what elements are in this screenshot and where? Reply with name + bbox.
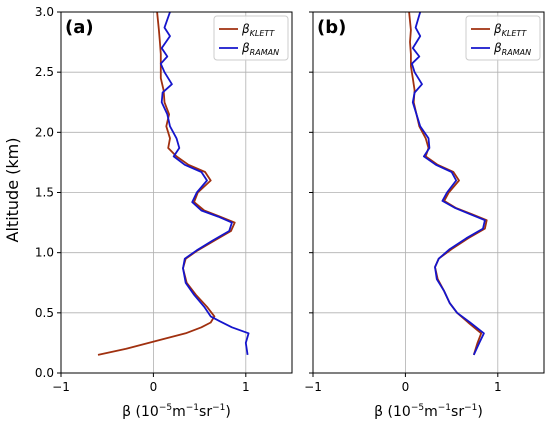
x-tick-label: −1 (304, 380, 322, 394)
legend-entry: βKLETT (493, 22, 527, 38)
legend-box (213, 15, 289, 61)
x-axis-label-text: β (10 (122, 404, 159, 420)
x-axis-label: β (10−5m−1sr−1) (374, 403, 483, 420)
chart-panel: −1 0 10.00.51.01.52.02.53.0(a)β (10−5m−1sr… (35, 5, 293, 420)
x-axis-label-superscript: −1 (212, 403, 225, 413)
x-axis-label-superscript: −1 (464, 403, 477, 413)
legend-entry: βRAMAN (493, 41, 531, 57)
shared-y-axis-label: Altitude (km) (3, 138, 22, 243)
series-line (408, 11, 488, 356)
series-line (159, 11, 250, 356)
x-axis-label-superscript: −5 (411, 403, 424, 413)
legend-symbol: β (241, 41, 250, 55)
legend-subscript: RAMAN (502, 48, 531, 57)
legend-symbol: β (241, 22, 250, 36)
legend-subscript: KLETT (250, 29, 276, 38)
legend-symbol: β (493, 22, 502, 36)
x-axis-label-superscript: −1 (186, 403, 199, 413)
x-axis-label-text: m (172, 404, 186, 420)
y-tick-label: 1.5 (35, 186, 54, 200)
y-tick-label: 1.0 (35, 246, 54, 260)
x-axis-label-text: sr (451, 404, 464, 420)
x-tick-label: 1 (494, 380, 502, 394)
x-axis-label-text: β (10 (374, 404, 411, 420)
x-tick-label: 0 (150, 380, 158, 394)
legend-entry: βKLETT (241, 22, 275, 38)
x-tick-label: 0 (402, 380, 410, 394)
series-line (411, 11, 486, 356)
x-tick-label: 1 (242, 380, 250, 394)
x-axis-label-text: sr (199, 404, 212, 420)
legend-box (465, 15, 541, 61)
series-line (97, 11, 236, 356)
x-tick-label: −1 (52, 380, 70, 394)
legend-subscript: RAMAN (250, 48, 279, 57)
y-tick-label: 3.0 (35, 5, 54, 19)
y-tick-label: 0.5 (35, 306, 54, 320)
legend-subscript: KLETT (502, 29, 528, 38)
panel-label: (a) (65, 17, 94, 38)
chart-panels: −1 0 10.00.51.01.52.02.53.0(a)β (10−5m−1sr… (35, 5, 545, 420)
x-axis-label-superscript: −1 (438, 403, 451, 413)
x-axis-label-superscript: −5 (159, 403, 172, 413)
y-tick-label: 2.0 (35, 125, 54, 139)
x-axis-label-text: m (424, 404, 438, 420)
x-axis-label-text: ) (477, 404, 482, 420)
panel-label: (b) (317, 17, 346, 38)
y-tick-label: 0.0 (35, 366, 54, 380)
x-axis-label: β (10−5m−1sr−1) (122, 403, 231, 420)
legend-entry: βRAMAN (241, 41, 279, 57)
legend-symbol: β (493, 41, 502, 55)
x-axis-label-text: ) (225, 404, 230, 420)
y-tick-label: 2.5 (35, 65, 54, 79)
